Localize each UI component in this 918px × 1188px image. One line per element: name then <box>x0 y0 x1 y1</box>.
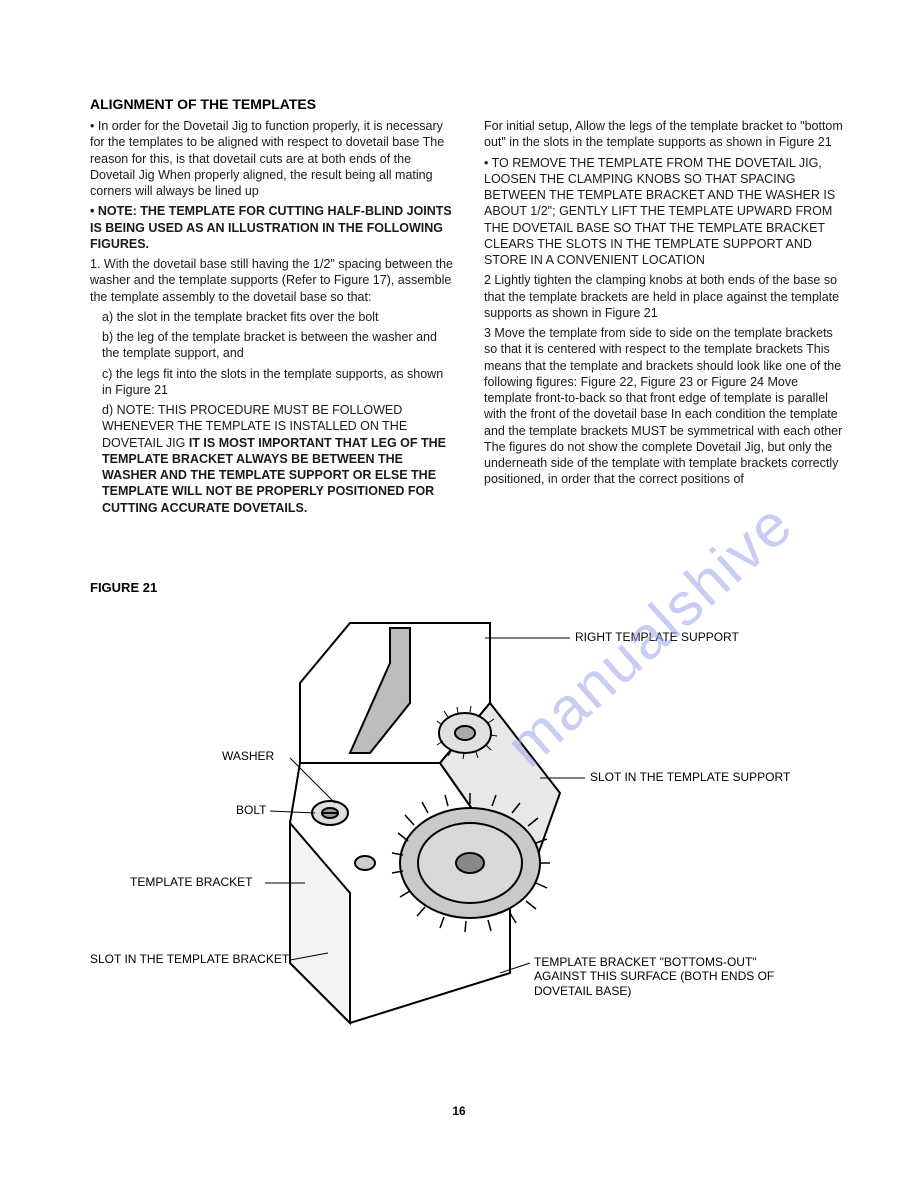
right-p4: 3 Move the template from side to side on… <box>484 325 848 488</box>
left-c: c) the legs fit into the slots in the te… <box>90 366 454 399</box>
right-column: For initial setup, Allow the legs of the… <box>484 118 848 520</box>
left-note1: • NOTE: THE TEMPLATE FOR CUTTING HALF-BL… <box>90 203 454 252</box>
callout-slot-support: SLOT IN THE TEMPLATE SUPPORT <box>590 770 790 784</box>
two-column-text: • In order for the Dovetail Jig to funct… <box>90 118 848 520</box>
callout-bolt: BOLT <box>236 803 266 817</box>
right-p2: • TO REMOVE THE TEMPLATE FROM THE DOVETA… <box>484 155 848 269</box>
left-column: • In order for the Dovetail Jig to funct… <box>90 118 454 520</box>
figure-21: RIGHT TEMPLATE SUPPORT SLOT IN THE TEMPL… <box>90 603 848 1043</box>
page-number: 16 <box>0 1104 918 1118</box>
left-b: b) the leg of the template bracket is be… <box>90 329 454 362</box>
left-d: d) NOTE: THIS PROCEDURE MUST BE FOLLOWED… <box>90 402 454 516</box>
right-p1: For initial setup, Allow the legs of the… <box>484 118 848 151</box>
callout-right-support: RIGHT TEMPLATE SUPPORT <box>575 630 739 644</box>
left-p1: • In order for the Dovetail Jig to funct… <box>90 118 454 199</box>
callout-washer: WASHER <box>222 749 274 763</box>
left-p2: 1. With the dovetail base still having t… <box>90 256 454 305</box>
left-a: a) the slot in the template bracket fits… <box>90 309 454 325</box>
right-p3: 2 Lightly tighten the clamping knobs at … <box>484 272 848 321</box>
callout-bottoms-out: TEMPLATE BRACKET "BOTTOMS-OUT" AGAINST T… <box>534 955 804 998</box>
callout-slot-bracket: SLOT IN THE TEMPLATE BRACKET <box>90 952 289 966</box>
section-heading: ALIGNMENT OF THE TEMPLATES <box>90 96 848 112</box>
figure-label: FIGURE 21 <box>90 580 848 595</box>
callout-template-bracket: TEMPLATE BRACKET <box>130 875 252 889</box>
